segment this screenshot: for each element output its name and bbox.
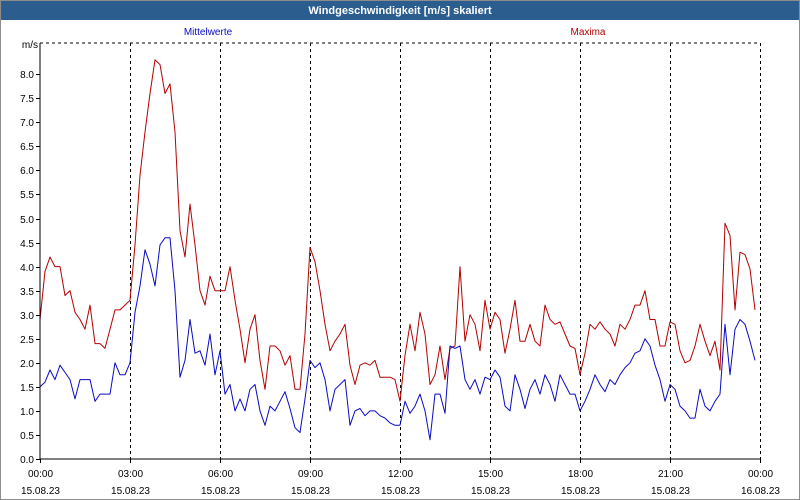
y-tick-label: 1.0 xyxy=(20,407,34,418)
y-tick-label: 5.0 xyxy=(20,215,34,226)
y-tick-label: 2.0 xyxy=(20,359,34,370)
x-tick-date-label: 15.08.23 xyxy=(21,486,60,497)
x-axis-ticks: 00:00 15.08.23 03:00 15.08.23 06:00 15.08.23 0… xyxy=(21,459,780,497)
x-tick-date-label: 15.08.23 xyxy=(111,486,150,497)
x-tick-date-label: 15.08.23 xyxy=(561,486,600,497)
y-tick-label: 6.5 xyxy=(20,142,34,153)
chart-title: Windgeschwindigkeit [m/s] skaliert xyxy=(308,5,492,17)
x-tick-date-label: 15.08.23 xyxy=(381,486,420,497)
title-bar: Windgeschwindigkeit [m/s] skaliert xyxy=(0,0,800,20)
x-tick-time-label: 06:00 xyxy=(208,469,233,480)
x-tick-time-label: 15:00 xyxy=(478,469,503,480)
x-tick-date-label: 16.08.23 xyxy=(741,486,780,497)
x-tick-date-label: 15.08.23 xyxy=(201,486,240,497)
y-tick-label: 8.0 xyxy=(20,70,34,81)
x-tick-time-label: 21:00 xyxy=(658,469,683,480)
y-tick-label: 4.0 xyxy=(20,263,34,274)
x-tick-date-label: 15.08.23 xyxy=(471,486,510,497)
title-bar-background xyxy=(0,0,800,20)
x-tick-time-label: 00:00 xyxy=(28,469,53,480)
legend-label-mittelwerte: Mittelwerte xyxy=(184,27,233,38)
y-tick-label: 7.5 xyxy=(20,94,34,105)
y-tick-label: 4.5 xyxy=(20,239,34,250)
y-tick-label: 0.0 xyxy=(20,455,34,466)
y-tick-label: 3.5 xyxy=(20,287,34,298)
y-tick-label: 3.0 xyxy=(20,311,34,322)
x-tick-date-label: 15.08.23 xyxy=(651,486,690,497)
legend: Mittelwerte Maxima xyxy=(184,27,606,38)
series-line-mittelwerte xyxy=(39,237,756,441)
y-tick-label: 5.5 xyxy=(20,190,34,201)
x-tick-date-label: 15.08.23 xyxy=(291,486,330,497)
legend-label-maxima: Maxima xyxy=(570,27,605,38)
gridlines xyxy=(40,42,761,459)
y-tick-label: 7.0 xyxy=(20,118,34,129)
x-tick-time-label: 00:00 xyxy=(748,469,773,480)
series-line-maxima xyxy=(39,59,756,402)
y-tick-label: 6.0 xyxy=(20,166,34,177)
y-tick-label: 1.5 xyxy=(20,383,34,394)
y-tick-label: 0.5 xyxy=(20,431,34,442)
y-tick-label: 2.5 xyxy=(20,335,34,346)
y-axis-ticks: 0.0 0.5 1.0 1.5 2.0 2.5 3.0 3.5 4.0 4.5 5.0 5.5 6.0 6… xyxy=(20,70,40,466)
x-tick-time-label: 12:00 xyxy=(388,469,413,480)
x-tick-time-label: 09:00 xyxy=(298,469,323,480)
x-tick-time-label: 03:00 xyxy=(118,469,143,480)
y-axis-label: m/s xyxy=(22,40,38,51)
plot-series xyxy=(39,59,756,441)
x-tick-time-label: 18:00 xyxy=(568,469,593,480)
